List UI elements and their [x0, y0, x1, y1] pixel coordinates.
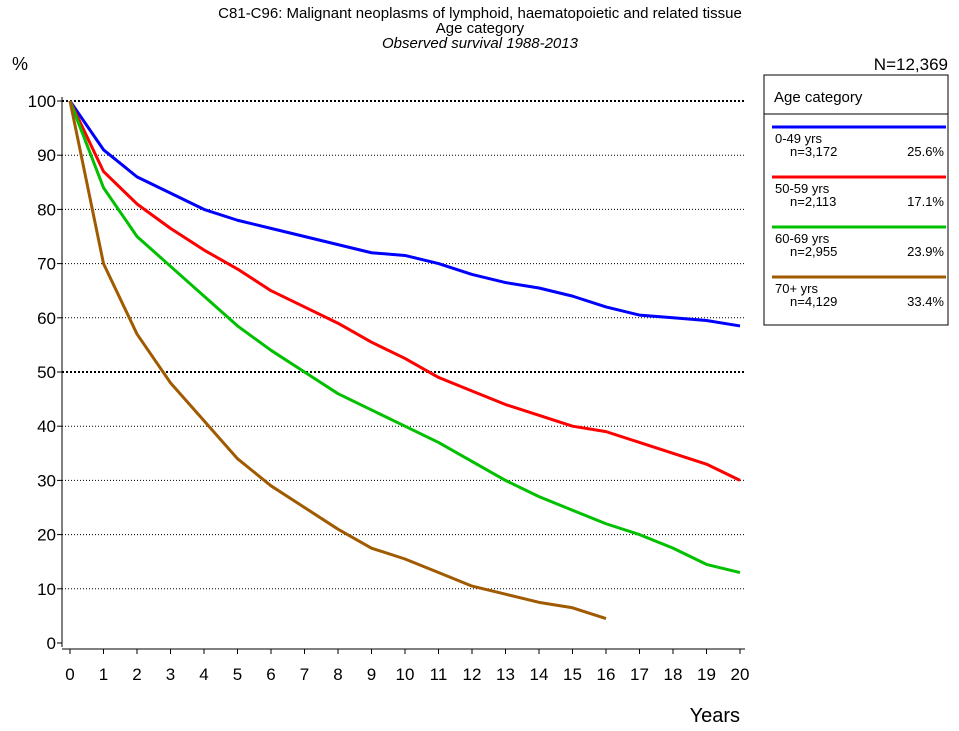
x-tick-label: 19 — [697, 665, 716, 684]
chart-subtitle2: Observed survival 1988-2013 — [382, 35, 579, 52]
x-tick-label: 2 — [132, 665, 141, 684]
y-tick-label: 100 — [28, 92, 56, 111]
x-tick-label: 1 — [99, 665, 108, 684]
x-tick-label: 17 — [630, 665, 649, 684]
x-tick-label: 3 — [166, 665, 175, 684]
x-tick-label: 14 — [530, 665, 549, 684]
legend-n: n=2,955 — [790, 244, 837, 259]
y-tick-label: 90 — [37, 146, 56, 165]
y-tick-label: 40 — [37, 417, 56, 436]
y-tick-label: 20 — [37, 526, 56, 545]
y-tick-label: 60 — [37, 309, 56, 328]
x-tick-label: 10 — [396, 665, 415, 684]
y-axis-label: % — [12, 54, 28, 74]
legend-name: 60-69 yrs — [775, 231, 830, 246]
x-tick-label: 7 — [300, 665, 309, 684]
x-axis-label: Years — [690, 705, 740, 726]
x-tick-label: 4 — [199, 665, 208, 684]
y-tick-label: 30 — [37, 471, 56, 490]
legend-share: 33.4% — [907, 294, 944, 309]
chart-subtitle: Age category — [436, 20, 525, 37]
x-tick-label: 9 — [367, 665, 376, 684]
chart-title: C81-C96: Malignant neoplasms of lymphoid… — [218, 5, 742, 22]
series-line — [68, 100, 607, 621]
x-tick-label: 18 — [664, 665, 683, 684]
series-line — [68, 100, 741, 574]
legend-title: Age category — [774, 89, 863, 106]
legend-name: 50-59 yrs — [775, 181, 830, 196]
legend-share: 17.1% — [907, 194, 944, 209]
legend-name: 70+ yrs — [775, 281, 818, 296]
x-tick-label: 16 — [597, 665, 616, 684]
x-tick-label: 12 — [463, 665, 482, 684]
y-tick-label: 50 — [37, 363, 56, 382]
x-tick-label: 20 — [731, 665, 750, 684]
x-tick-label: 15 — [563, 665, 582, 684]
y-tick-label: 10 — [37, 580, 56, 599]
legend-n: n=4,129 — [790, 294, 837, 309]
y-tick-label: 70 — [37, 255, 56, 274]
legend-box — [763, 74, 949, 326]
x-tick-label: 5 — [233, 665, 242, 684]
legend-name: 0-49 yrs — [775, 131, 822, 146]
y-tick-label: 80 — [37, 200, 56, 219]
total-count: N=12,369 — [874, 55, 948, 74]
series-line — [68, 100, 741, 328]
legend-n: n=3,172 — [790, 144, 837, 159]
x-tick-label: 11 — [430, 665, 448, 684]
series-line — [68, 100, 741, 482]
x-tick-label: 13 — [496, 665, 515, 684]
x-tick-label: 6 — [266, 665, 275, 684]
legend-share: 25.6% — [907, 144, 944, 159]
x-tick-label: 8 — [333, 665, 342, 684]
legend-share: 23.9% — [907, 244, 944, 259]
x-tick-label: 0 — [65, 665, 74, 684]
legend-n: n=2,113 — [790, 194, 836, 209]
y-tick-label: 0 — [47, 634, 56, 653]
